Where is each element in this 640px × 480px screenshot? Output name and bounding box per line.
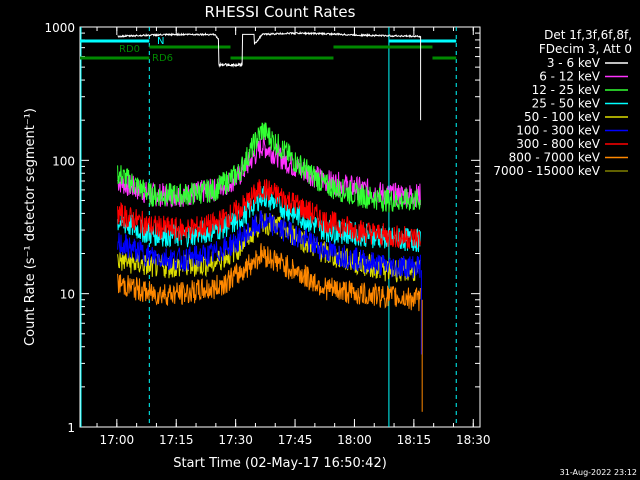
chart-title: RHESSI Count Rates — [205, 3, 356, 21]
y-axis-label: Count Rate (s⁻¹ detector segment⁻¹) — [23, 108, 38, 346]
x-tick-label: 17:45 — [278, 433, 313, 447]
legend-entry-label: 100 - 300 keV — [516, 124, 600, 138]
series-line — [117, 210, 421, 279]
footer-timestamp: 31-Aug-2022 23:12 — [560, 468, 637, 477]
legend-entry-label: 7000 - 15000 keV — [493, 164, 600, 178]
legend-header-line-2: FDecim 3, Att 0 — [539, 42, 632, 56]
legend-entry-label: 50 - 100 keV — [524, 110, 601, 124]
legend-entry-label: 12 - 25 keV — [532, 83, 601, 97]
y-tick-label: 10 — [60, 288, 75, 302]
x-tick-label: 18:00 — [337, 433, 372, 447]
x-tick-label: 18:30 — [456, 433, 491, 447]
x-tick-label: 17:30 — [218, 433, 253, 447]
series-line — [117, 31, 421, 68]
series-line — [117, 122, 421, 213]
x-tick-label: 17:15 — [159, 433, 194, 447]
legend-entry-label: 3 - 6 keV — [547, 56, 601, 70]
legend-header-line-1: Det 1f,3f,6f,8f, — [544, 28, 632, 42]
legend-entry-label: 25 - 50 keV — [532, 97, 601, 111]
x-tick-label: 17:00 — [100, 433, 135, 447]
x-tick-label: 18:15 — [397, 433, 432, 447]
x-axis-label: Start Time (02-May-17 16:50:42) — [173, 456, 387, 471]
plot-frame — [79, 26, 481, 428]
series-line — [117, 179, 421, 249]
annotation-label: RD0 — [119, 44, 140, 55]
annotation-label: N — [157, 36, 164, 47]
y-tick-label: 1000 — [44, 21, 75, 35]
legend-entry-label: 800 - 7000 keV — [509, 151, 601, 165]
series-line — [117, 243, 421, 312]
y-tick-label: 100 — [52, 154, 75, 168]
annotation-overlay: RD0 RD6 N — [80, 27, 457, 427]
legend-entry-label: 6 - 12 keV — [539, 70, 601, 84]
y-tick-label: 1 — [67, 421, 75, 435]
legend-entry-label: 300 - 800 keV — [516, 137, 600, 151]
legend: Det 1f,3f,6f,8f, FDecim 3, Att 0 3 - 6 k… — [493, 28, 632, 178]
series-group — [117, 31, 423, 412]
axes: 17:00 17:15 17:30 17:45 18:00 18:15 18:30 1 10 10… — [44, 21, 490, 447]
annotation-label: RD6 — [152, 53, 173, 64]
